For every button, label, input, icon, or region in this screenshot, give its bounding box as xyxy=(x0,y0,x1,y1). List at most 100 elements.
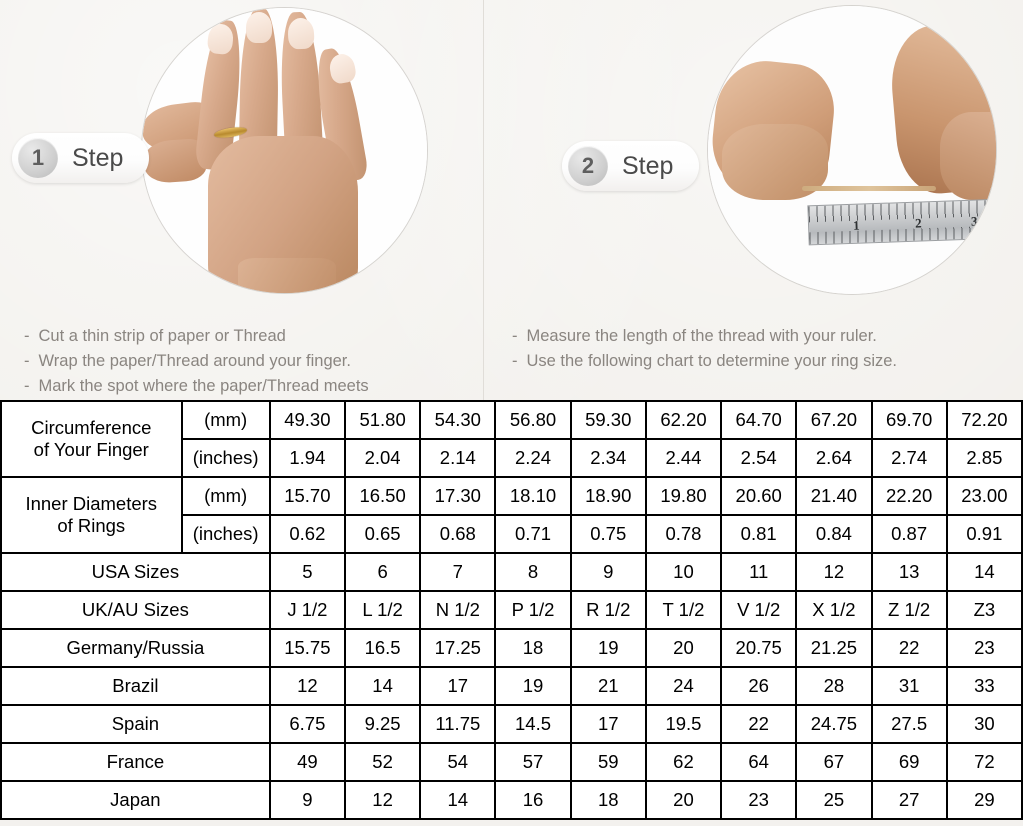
table-cell: 64 xyxy=(720,742,798,782)
table-cell: 9 xyxy=(268,780,346,820)
table-cell: 67.20 xyxy=(795,400,873,440)
step-2-badge: 2 Step xyxy=(562,141,700,191)
instruction-item: Wrap the paper/Thread around your finger… xyxy=(24,349,474,374)
table-row: Japan 9 12 14 16 18 20 23 25 27 29 xyxy=(0,780,1023,820)
unit-label: (mm) xyxy=(180,476,271,516)
table-cell: 12 xyxy=(343,780,422,820)
table-cell: 2.24 xyxy=(494,438,572,478)
table-cell: 18 xyxy=(494,628,572,668)
table-cell: 49.30 xyxy=(268,400,346,440)
table-row: Circumference of Your Finger (mm) 49.30 51.8… xyxy=(0,400,1023,478)
table-cell: 27.5 xyxy=(870,704,948,744)
table-cell: 24.75 xyxy=(795,704,873,744)
table-cell: L 1/2 xyxy=(343,590,422,630)
step-1-badge: 1 Step xyxy=(12,133,150,183)
table-cell: 31 xyxy=(870,666,948,706)
table-cell: 10 xyxy=(644,552,723,592)
table-cell: 51.80 xyxy=(343,400,422,440)
ruler-mark-1: 1 xyxy=(852,217,860,233)
table-cell: 19.5 xyxy=(644,704,723,744)
table-cell: 27 xyxy=(870,780,948,820)
table-cell: 25 xyxy=(795,780,873,820)
thread-and-ruler-photo: 1 2 3 xyxy=(708,6,996,294)
table-cell: 26 xyxy=(720,666,798,706)
table-cell: 62 xyxy=(644,742,723,782)
table-cell: R 1/2 xyxy=(569,590,647,630)
ring-size-chart: Circumference of Your Finger (mm) 49.30 51.8… xyxy=(0,400,1023,820)
table-cell: 22 xyxy=(870,628,948,668)
table-cell: 8 xyxy=(494,552,572,592)
table-cell: 19 xyxy=(569,628,647,668)
table-cell: 0.75 xyxy=(569,514,647,554)
table-cell: 23.00 xyxy=(945,476,1023,516)
table-cell: 18.90 xyxy=(569,476,647,516)
table-row: Germany/Russia 15.75 16.5 17.25 18 19 20 20.75 2… xyxy=(0,628,1023,668)
table-cell: 54 xyxy=(419,742,497,782)
step-1-number: 1 xyxy=(18,138,58,178)
table-cell: 9 xyxy=(569,552,647,592)
table-cell: 23 xyxy=(720,780,798,820)
table-cell: 14 xyxy=(419,780,497,820)
table-cell: 0.84 xyxy=(795,514,873,554)
step-2-instructions: Measure the length of the thread with yo… xyxy=(512,324,1012,374)
table-cell: 17.25 xyxy=(419,628,497,668)
row-label: Spain xyxy=(0,704,271,744)
panel-divider xyxy=(483,0,484,400)
unit-label: (inches) xyxy=(180,514,271,554)
instruction-area: 1 2 3 1 Step 2 Step Cut a thin strip of … xyxy=(0,0,1023,400)
table-cell: 15.70 xyxy=(268,476,346,516)
table-row: UK/AU Sizes J 1/2 L 1/2 N 1/2 P 1/2 R 1/2 T 1/… xyxy=(0,590,1023,630)
table-cell: 12 xyxy=(268,666,346,706)
table-cell: 6 xyxy=(343,552,422,592)
table-cell: 17 xyxy=(569,704,647,744)
table-cell: 19 xyxy=(494,666,572,706)
instruction-item: Mark the spot where the paper/Thread mee… xyxy=(24,374,474,399)
table-cell: 69.70 xyxy=(870,400,948,440)
unit-label: (inches) xyxy=(180,438,271,478)
ruler-mark-3: 3 xyxy=(970,213,978,229)
table-cell: 9.25 xyxy=(343,704,422,744)
table-row: France 49 52 54 57 59 62 64 67 69 72 xyxy=(0,742,1023,782)
row-label: Germany/Russia xyxy=(0,628,271,668)
table-cell: 0.78 xyxy=(644,514,723,554)
table-cell: 2.54 xyxy=(720,438,798,478)
table-row: Inner Diameters of Rings (mm) 15.70 16.50 17.… xyxy=(0,476,1023,554)
table-cell: 72 xyxy=(945,742,1023,782)
step-1-instructions: Cut a thin strip of paper or Thread Wrap… xyxy=(24,324,474,399)
table-cell: 22.20 xyxy=(870,476,948,516)
unit-label: (mm) xyxy=(180,400,271,440)
instruction-item: Measure the length of the thread with yo… xyxy=(512,324,1012,349)
table-cell: 17.30 xyxy=(419,476,497,516)
table-cell: 16 xyxy=(494,780,572,820)
table-cell: J 1/2 xyxy=(268,590,346,630)
step-2-label: Step xyxy=(622,151,674,180)
table-cell: 21 xyxy=(569,666,647,706)
table-cell: 15.75 xyxy=(268,628,346,668)
table-cell: 2.44 xyxy=(644,438,723,478)
table-row: USA Sizes 5 6 7 8 9 10 11 12 13 14 xyxy=(0,552,1023,592)
table-cell: 2.04 xyxy=(343,438,422,478)
table-cell: 0.91 xyxy=(945,514,1023,554)
table-cell: 33 xyxy=(945,666,1023,706)
ruler-mark-2: 2 xyxy=(914,215,922,231)
table-cell: P 1/2 xyxy=(494,590,572,630)
table-cell: 23 xyxy=(945,628,1023,668)
table-cell: X 1/2 xyxy=(795,590,873,630)
row-label: France xyxy=(0,742,271,782)
table-cell: 64.70 xyxy=(720,400,798,440)
instruction-item: Use the following chart to determine you… xyxy=(512,349,1012,374)
table-cell: 57 xyxy=(494,742,572,782)
table-cell: Z 1/2 xyxy=(870,590,948,630)
hand-with-ring-photo xyxy=(142,8,427,293)
table-cell: 72.20 xyxy=(945,400,1023,440)
row-label: Inner Diameters of Rings xyxy=(0,476,183,554)
table-cell: 62.20 xyxy=(644,400,723,440)
table-cell: 0.87 xyxy=(870,514,948,554)
table-cell: 28 xyxy=(795,666,873,706)
table-cell: 24 xyxy=(644,666,723,706)
table-cell: 19.80 xyxy=(644,476,723,516)
table-cell: 20 xyxy=(644,780,723,820)
table-cell: 54.30 xyxy=(419,400,497,440)
table-cell: Z3 xyxy=(945,590,1023,630)
table-cell: 14 xyxy=(945,552,1023,592)
